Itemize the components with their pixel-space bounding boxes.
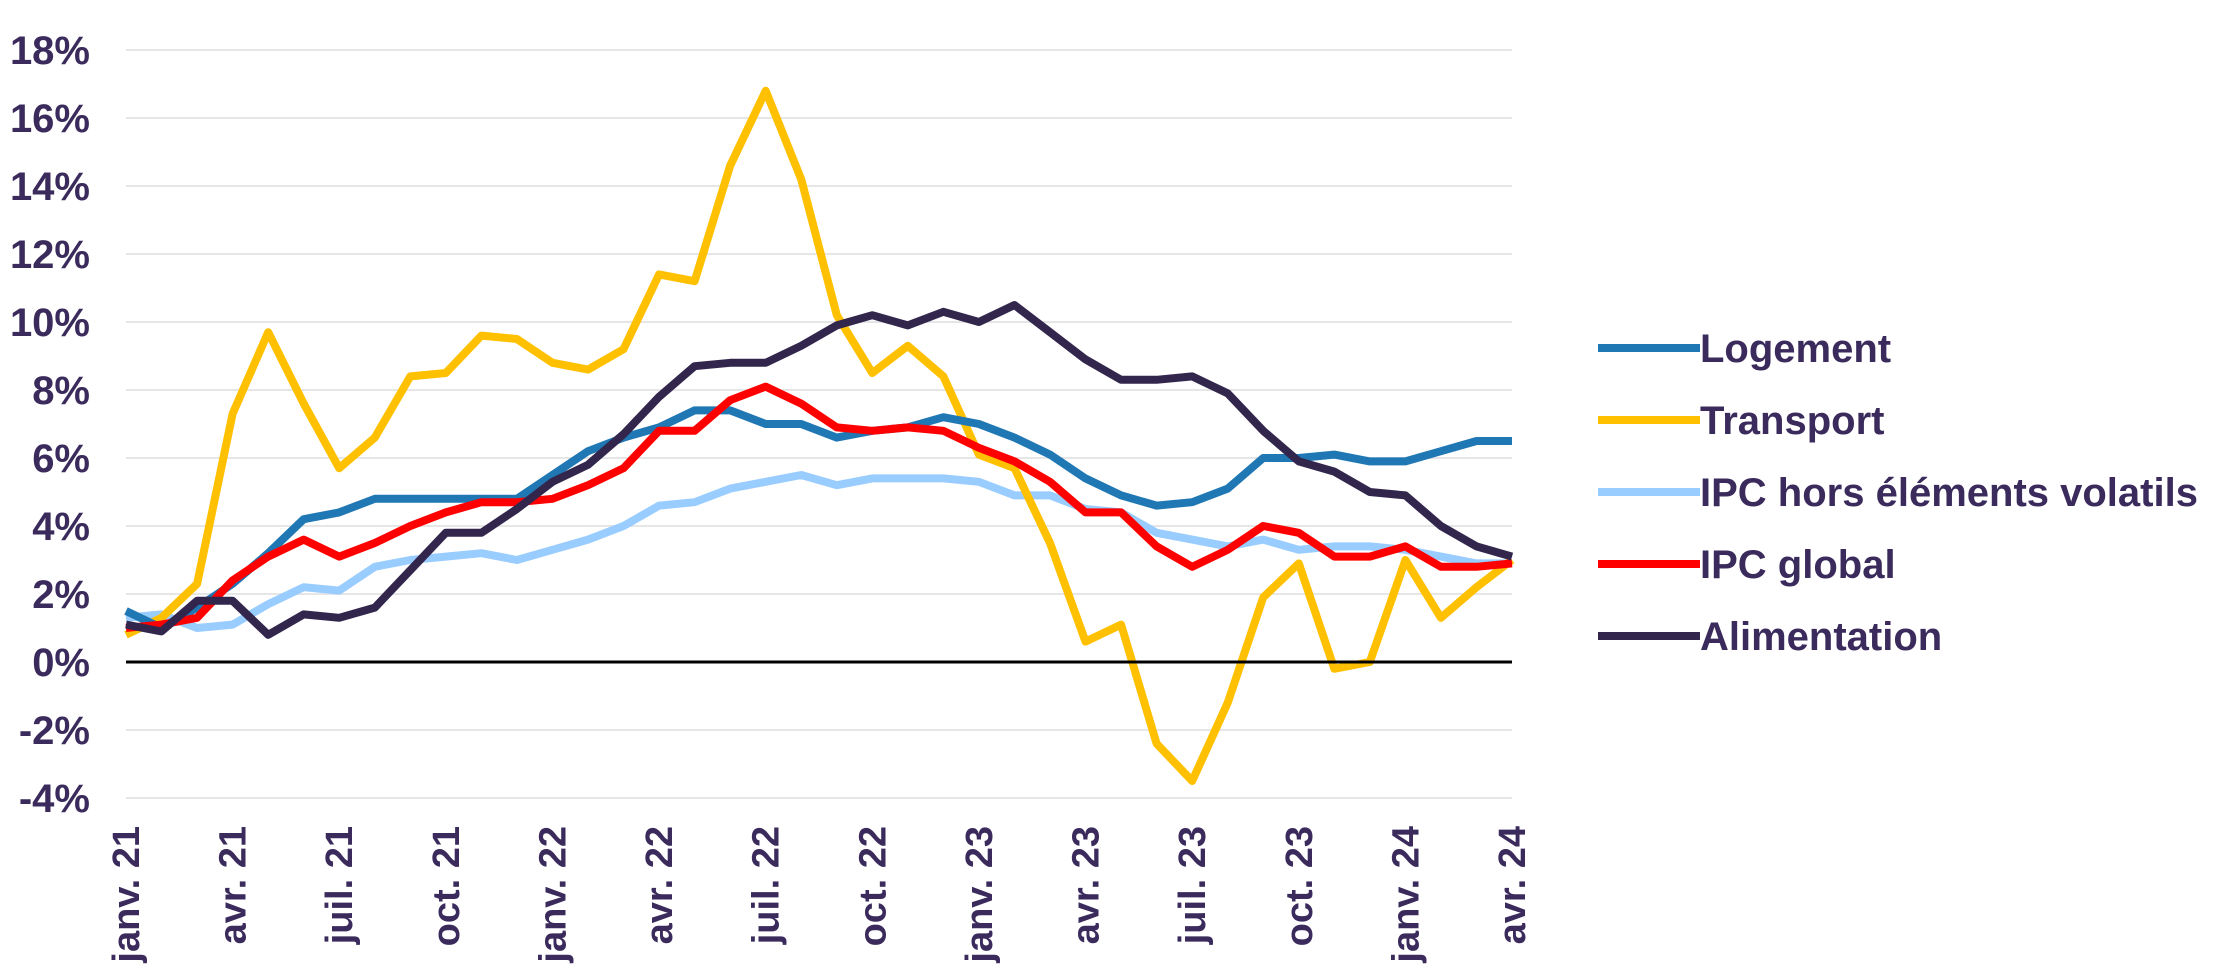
x-axis-tick-labels: janv. 21 avr. 21 juil. 21 oct. 21 janv. 22 av… — [106, 826, 1534, 964]
x-tick-label: janv. 23 — [959, 826, 1001, 964]
y-tick-label: 6% — [32, 437, 90, 481]
legend-label-ipc-hors-elements-volatils: IPC hors éléments volatils — [1700, 471, 2198, 515]
data-series — [124, 86, 1515, 785]
y-tick-label: 2% — [32, 573, 90, 617]
x-tick-label: avr. 21 — [213, 826, 255, 944]
y-tick-label: 18% — [10, 29, 90, 73]
series-line-transport — [124, 86, 1515, 785]
x-tick-label: janv. 22 — [532, 826, 574, 964]
y-tick-label: 10% — [10, 301, 90, 345]
series-line-logement — [124, 406, 1512, 632]
x-tick-label: juil. 23 — [1172, 826, 1214, 945]
legend-label-alimentation: Alimentation — [1700, 615, 1942, 659]
y-axis-tick-labels: -4% -2% 0% 2% 4% 6% 8% 10% 12% 14% 16% 18% — [10, 29, 90, 821]
y-tick-label: 12% — [10, 233, 90, 277]
y-tick-label: -2% — [19, 709, 90, 753]
y-tick-label: 16% — [10, 97, 90, 141]
legend-label-logement: Logement — [1700, 327, 1891, 371]
y-tick-label: 0% — [32, 641, 90, 685]
x-tick-label: avr. 24 — [1492, 826, 1534, 944]
y-tick-label: 8% — [32, 369, 90, 413]
y-tick-label: -4% — [19, 777, 90, 821]
x-tick-label: juil. 22 — [746, 826, 788, 945]
legend: Logement Transport IPC hors éléments volat… — [1598, 327, 2198, 659]
x-tick-label: janv. 24 — [1385, 826, 1427, 964]
x-tick-label: oct. 21 — [426, 826, 468, 946]
x-tick-label: oct. 22 — [852, 826, 894, 946]
series-line-alimentation — [125, 301, 1514, 639]
x-tick-label: janv. 21 — [106, 826, 148, 964]
y-tick-label: 4% — [32, 505, 90, 549]
x-tick-label: juil. 21 — [319, 826, 361, 945]
grid-lines — [126, 49, 1512, 799]
legend-label-transport: Transport — [1700, 399, 1884, 443]
x-tick-label: avr. 23 — [1066, 826, 1108, 944]
x-tick-label: avr. 22 — [639, 826, 681, 944]
series-line-ipc-global — [125, 382, 1513, 632]
x-tick-label: oct. 23 — [1279, 826, 1321, 946]
legend-label-ipc-global: IPC global — [1700, 543, 1896, 587]
y-tick-label: 14% — [10, 165, 90, 209]
series-line-ipc-hors-elements-volatils — [125, 471, 1512, 632]
